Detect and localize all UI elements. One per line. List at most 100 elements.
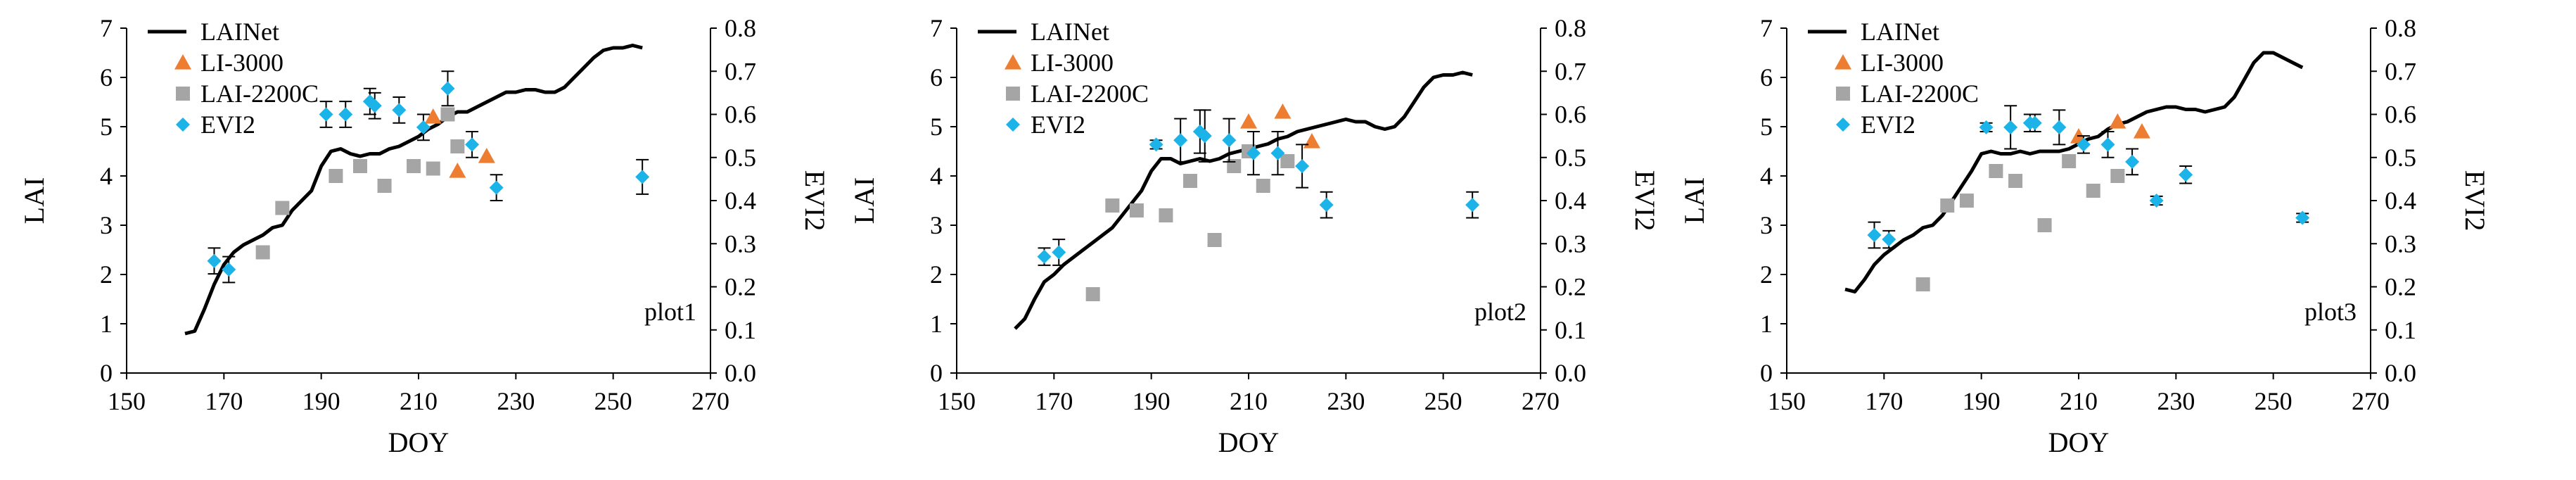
y-tick-label: 3 (930, 211, 943, 239)
legend-swatch-evi2 (176, 118, 190, 132)
series-line-lainet (184, 44, 643, 336)
data-point-evi2 (1037, 249, 1052, 264)
data-point-lai-2200c (440, 107, 455, 122)
data-point-li-3000 (2109, 113, 2127, 129)
legend-label-evi2: EVI2 (200, 110, 255, 139)
data-point-lai-2200c (329, 169, 343, 183)
y2-tick-label: 0.8 (2385, 14, 2416, 42)
data-point-evi2 (1149, 137, 1163, 152)
data-point-lai-2200c (2062, 154, 2077, 168)
x-tick-label: 150 (108, 387, 146, 415)
data-point-evi2 (489, 180, 504, 195)
x-tick-label: 210 (400, 387, 438, 415)
data-point-evi2 (1867, 228, 1882, 242)
legend-label-li-3000: LI-3000 (1031, 49, 1114, 77)
y-tick-label: 1 (930, 310, 943, 338)
chart-panel-3: 150 170 190 210 230 250 270 0 1 2 3 4 5 6 7 0.0 0.1 0.2 0.… (1678, 14, 2491, 458)
y-tick-label: 2 (1760, 260, 1773, 289)
data-point-lai-2200c (1227, 159, 1242, 173)
x-tick-label: 230 (1327, 387, 1365, 415)
data-point-lai-2200c (1940, 198, 1955, 213)
data-point-evi2 (2003, 120, 2018, 134)
data-point-evi2 (2027, 115, 2042, 130)
data-point-lai-2200c (1159, 208, 1173, 222)
data-point-evi2 (2076, 137, 2091, 152)
y-tick-label: 6 (100, 63, 113, 91)
y2-tick-label: 0.3 (1555, 229, 1586, 258)
data-point-evi2 (1882, 232, 1896, 247)
y2-tick-label: 0.0 (1555, 359, 1586, 387)
y-tick-label: 7 (930, 14, 943, 42)
y-tick-label: 7 (1760, 14, 1773, 42)
y2-axis-title: EVI2 (1629, 170, 1661, 232)
y-axis-title: LAI (848, 177, 880, 225)
x-tick-label: 270 (691, 387, 729, 415)
y2-tick-label: 0.8 (725, 14, 756, 42)
y-tick-label: 0 (930, 359, 943, 387)
data-point-li-3000 (2133, 123, 2150, 139)
data-point-lai-2200c (1105, 198, 1120, 213)
data-point-evi2 (338, 107, 353, 122)
data-point-lai-2200c (2086, 184, 2100, 198)
y2-tick-label: 0.8 (1555, 14, 1586, 42)
data-point-evi2 (2100, 137, 2115, 152)
y2-tick-label: 0.7 (725, 57, 756, 85)
data-point-evi2 (392, 103, 407, 118)
x-tick-label: 170 (1035, 387, 1073, 415)
x-axis-title: DOY (1218, 427, 1280, 458)
y2-tick-label: 0.6 (2385, 101, 2416, 129)
data-point-evi2 (440, 81, 455, 96)
y-tick-label: 5 (1760, 113, 1773, 141)
x-axis-title: DOY (2048, 427, 2110, 458)
legend-label-lai-2200c: LAI-2200C (1861, 80, 1979, 108)
data-point-evi2 (635, 170, 650, 184)
data-point-lai-2200c (1207, 233, 1222, 247)
y2-tick-label: 0.5 (2385, 144, 2416, 172)
data-point-li-3000 (1303, 133, 1320, 149)
x-tick-label: 210 (2060, 387, 2098, 415)
data-point-lai-2200c (1280, 154, 1295, 168)
y-tick-label: 6 (930, 63, 943, 91)
legend-swatch-li-3000 (1835, 54, 1851, 70)
data-point-evi2 (1197, 129, 1212, 144)
y-tick-label: 3 (100, 211, 113, 239)
y-tick-label: 0 (1760, 359, 1773, 387)
data-point-evi2 (222, 263, 236, 277)
data-point-evi2 (1979, 120, 1994, 134)
y2-tick-label: 0.5 (725, 144, 756, 172)
y2-axis-title: EVI2 (799, 170, 831, 232)
y2-tick-label: 0.7 (1555, 57, 1586, 85)
data-point-lai-2200c (1959, 194, 1974, 208)
y-tick-label: 4 (1760, 162, 1773, 190)
data-point-lai-2200c (377, 179, 392, 193)
x-tick-label: 250 (2255, 387, 2293, 415)
data-point-li-3000 (1240, 113, 1257, 129)
data-point-lai-2200c (1129, 203, 1144, 217)
y-tick-label: 0 (100, 359, 113, 387)
y2-tick-label: 0.6 (1555, 101, 1586, 129)
x-tick-label: 170 (1865, 387, 1903, 415)
legend-label-lainet: LAINet (1031, 18, 1109, 46)
y2-tick-label: 0.1 (725, 316, 756, 344)
legend-label-lainet: LAINet (1861, 18, 1939, 46)
data-point-evi2 (1295, 159, 1310, 173)
y2-tick-label: 0.4 (2385, 187, 2416, 215)
data-point-evi2 (1319, 198, 1334, 213)
data-point-lai-2200c (1915, 277, 1930, 291)
x-tick-label: 190 (1133, 387, 1171, 415)
x-tick-label: 270 (1522, 387, 1560, 415)
data-point-lai-2200c (407, 159, 421, 173)
x-tick-label: 250 (1424, 387, 1462, 415)
data-point-lai-2200c (1989, 164, 2003, 178)
y-tick-label: 5 (930, 113, 943, 141)
series-line-lainet (1844, 51, 2304, 293)
data-point-evi2 (2125, 154, 2140, 169)
legend-label-lai-2200c: LAI-2200C (1031, 80, 1149, 108)
data-point-evi2 (1173, 133, 1188, 148)
legend-swatch-evi2 (1836, 118, 1850, 132)
legend-label-lainet: LAINet (200, 18, 279, 46)
y-tick-label: 6 (1760, 63, 1773, 91)
y-tick-label: 5 (100, 113, 113, 141)
data-point-li-3000 (1274, 103, 1292, 119)
y-axis-title: LAI (1678, 177, 1710, 225)
